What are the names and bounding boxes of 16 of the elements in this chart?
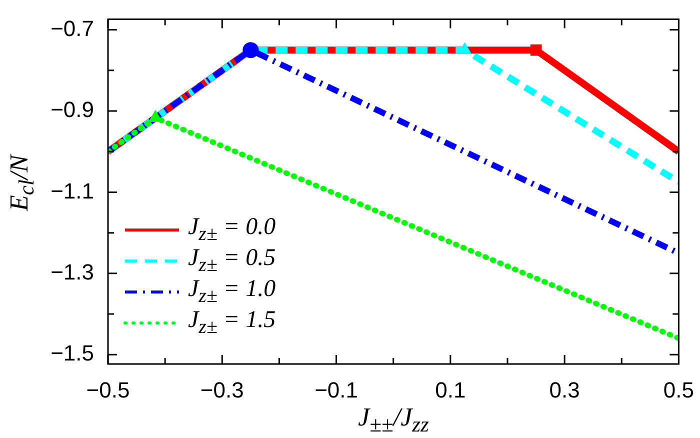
x-tick-label: −0.1: [314, 377, 358, 402]
x-tick-label: 0.5: [663, 377, 694, 402]
legend-label: J$_{z±}$ = 1.0: [188, 276, 276, 308]
legend-label: J$_{z±}$ = 0.0: [188, 214, 276, 246]
x-tick-label: 0.1: [435, 377, 466, 402]
y-tick-label: −0.7: [50, 16, 94, 41]
y-tick-label: −0.9: [50, 97, 94, 122]
x-tick-label: 0.3: [549, 377, 580, 402]
y-tick-label: −1.1: [50, 178, 94, 204]
legend-label: J$_{z±}$ = 1.5: [188, 306, 276, 338]
y-tick-label: −1.3: [50, 259, 94, 284]
y-tick-label: −1.5: [50, 340, 94, 366]
legend-label: J$_{z±}$ = 0.5: [188, 244, 276, 276]
x-tick-label: −0.5: [86, 377, 130, 402]
x-axis-title: J$_{±±}$/J$_{zz}$: [358, 402, 429, 438]
x-tick-label: −0.3: [200, 377, 244, 402]
